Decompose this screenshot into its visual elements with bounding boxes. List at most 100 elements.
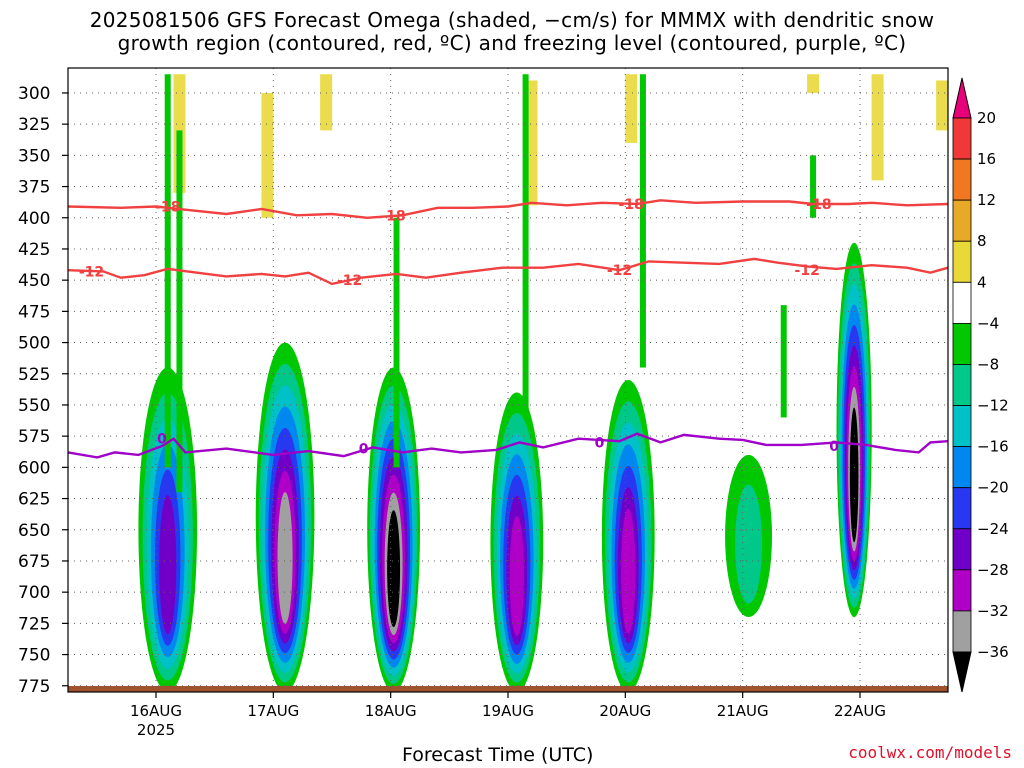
contour-label: -12 [795,263,820,279]
x-axis-ticks: 16AUG 17AUG 18AUG 19AUG 20AUG 21AUG 22AUG 2025 [130,692,886,739]
x-year-label: 2025 [137,721,175,739]
contour-line [68,199,948,220]
colorbar-label: −4 [977,314,999,332]
colorbar-segment [952,405,972,448]
contour-line [68,432,948,459]
omega-feature-updraft-22aug [836,242,872,618]
colorbar-segment [952,240,972,283]
omega-feature-updraft-20aug [601,380,655,692]
y-tick-label: 750 [18,646,50,666]
omega-feature-updraft-21aug [725,454,772,618]
y-tick-label: 775 [18,677,50,697]
y-tick-label: 500 [18,334,50,354]
omega-negative-streak [522,74,529,418]
x-tick-label: 21AUG [717,702,769,720]
omega-feature-updraft-19aug [490,392,544,692]
omega-negative-streak [810,155,817,218]
contour-label: -18 [380,208,405,224]
colorbar-segment [952,487,972,530]
y-tick-label: 450 [18,271,50,291]
omega-positive-streak [261,92,274,218]
contour-label: -18 [155,200,180,216]
contour-label: -12 [607,263,632,279]
y-tick-label: 425 [18,240,50,260]
omega-positive-streak [807,74,820,93]
colorbar-label: 20 [977,109,996,127]
grid-lines [68,68,948,692]
y-tick-label: 525 [18,365,50,385]
colorbar-label: 4 [977,273,987,291]
colorbar: 20 16 12 8 4 −4 −8 −12 −16 −20 −24 −28 −32 −36 [952,77,1009,693]
omega-feature-updraft-18aug [367,367,420,692]
contour-label: 0 [359,442,369,458]
y-tick-label: 675 [18,552,50,572]
omega-level-36 [387,510,401,628]
omega-level-32 [277,492,293,625]
x-tick-label: 18AUG [365,702,417,720]
contour-label: -12 [337,273,362,289]
y-tick-label: 550 [18,396,50,416]
omega-level-8 [735,484,763,604]
colorbar-bottom-arrow [952,651,972,693]
colorbar-segment [952,610,972,653]
y-tick-label: 400 [18,209,50,229]
omega-level-28 [621,508,636,634]
y-tick-label: 725 [18,614,50,634]
chart-title-line-2: growth region (contoured, red, ºC) and f… [117,31,907,55]
omega-level-24 [159,494,177,635]
contour-label: -18 [806,197,831,213]
colorbar-label: −32 [977,602,1009,620]
colorbar-label: −24 [977,520,1009,538]
omega-level-28 [509,516,524,636]
omega-negative-streak [164,74,171,468]
x-tick-label: 19AUG [482,702,534,720]
x-tick-label: 22AUG [834,702,886,720]
contour-label: 0 [595,435,605,451]
y-axis-ticks: 300 325 350 375 400 425 450 475 500 525 550 575 600 6… [18,84,68,697]
colorbar-label: −8 [977,355,999,373]
omega-positive-streak [320,74,333,131]
colorbar-top-arrow [952,77,972,119]
colorbar-label: −16 [977,438,1009,456]
colorbar-segment [952,446,972,489]
colorbar-label: −36 [977,643,1009,661]
colorbar-segment [952,569,972,612]
colorbar-segment [952,117,972,160]
omega-level-36 [849,407,859,543]
colorbar-segment [952,528,972,571]
colorbar-label: −12 [977,397,1009,415]
y-tick-label: 625 [18,490,50,510]
omega-feature-updraft-17aug [255,342,315,692]
omega-shading [138,74,948,692]
contour-label: -18 [619,197,644,213]
contour-lines: -18 -18 -18 -18 -12 -12 -12 -12 0 0 0 0 [68,197,948,459]
colorbar-label: 8 [977,232,987,250]
y-tick-label: 600 [18,458,50,478]
colorbar-segment [952,158,972,201]
y-tick-label: 575 [18,427,50,447]
omega-negative-streak [639,74,646,368]
omega-negative-streak [393,217,400,468]
contour-line [68,257,948,286]
colorbar-segment [952,364,972,406]
site-credit: coolwx.com/models [848,743,1012,762]
omega-positive-streak [871,74,884,181]
colorbar-label: 16 [977,150,996,168]
colorbar-label: −20 [977,479,1009,497]
omega-positive-streak [936,80,948,131]
omega-negative-streak [176,130,183,493]
contour-label: -12 [79,264,104,280]
chart-title-line-1: 2025081506 GFS Forecast Omega (shaded, −… [89,8,935,32]
contour-label: 0 [157,432,167,448]
x-tick-label: 17AUG [247,702,299,720]
x-tick-label: 16AUG [130,702,182,720]
ground-strip [68,686,948,692]
x-axis-title: Forecast Time (UTC) [402,744,594,766]
omega-positive-streak [625,74,638,143]
y-tick-label: 325 [18,115,50,135]
y-tick-label: 300 [18,84,50,104]
x-tick-label: 20AUG [599,702,651,720]
y-tick-label: 475 [18,302,50,322]
colorbar-segment [952,322,972,365]
